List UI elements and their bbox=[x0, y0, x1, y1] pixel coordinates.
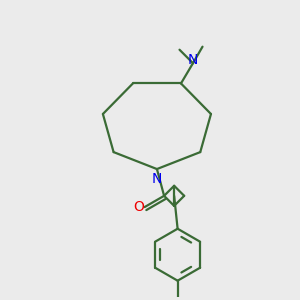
Text: N: N bbox=[188, 53, 198, 68]
Text: N: N bbox=[152, 172, 162, 186]
Text: O: O bbox=[133, 200, 144, 214]
